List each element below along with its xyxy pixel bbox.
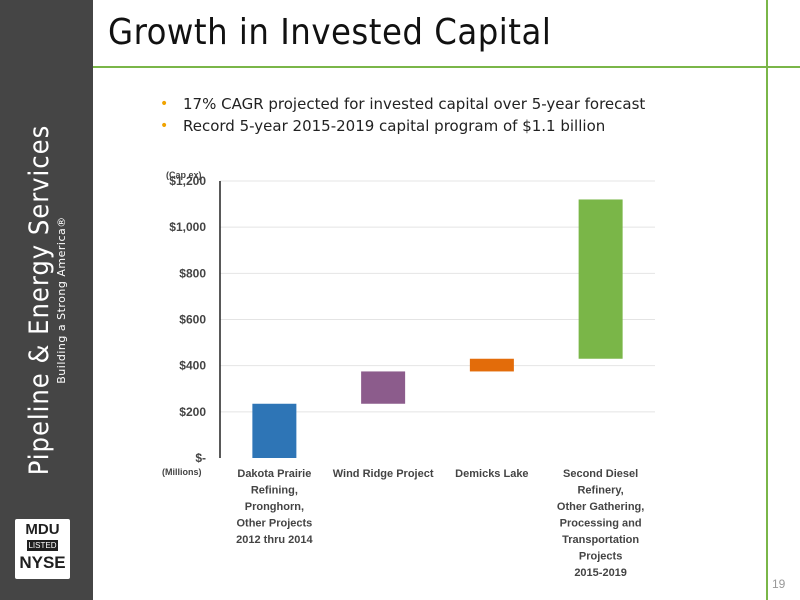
x-category-label: Second Diesel Refinery, Other Gathering, Pr… [557,468,644,579]
bullet-dot-icon: • [160,118,169,134]
logo-nyse: NYSE [19,553,66,572]
bullet-item: • 17% CAGR projected for invested capita… [160,93,645,115]
y-tick-label: $600 [179,313,206,327]
slide-title: Growth in Invested Capital [108,12,552,53]
bullet-item: • Record 5-year 2015-2019 capital progra… [160,115,645,137]
x-category-label: Wind Ridge Project [333,468,434,480]
bar [361,371,406,404]
mdu-nyse-logo: MDU LISTED NYSE [15,519,70,579]
right-divider [766,0,768,600]
unit-label-bottom: (Millions) [162,467,202,477]
x-category-label: Dakota Prairie Refining, Pronghorn, Other P… [236,468,313,546]
y-tick-label: $1,200 [169,174,206,188]
x-category-label-line: 2012 thru 2014 [236,534,313,546]
x-category-label-line: Dakota Prairie [237,468,311,480]
page-number: 19 [772,577,786,591]
y-tick-label: $- [195,451,206,465]
bullet-text: 17% CAGR projected for invested capital … [183,95,646,113]
sidebar: Pipeline & Energy Services Building a St… [0,0,93,600]
bullet-dot-icon: • [160,96,169,112]
x-category-label-line: Refining, [251,485,298,497]
x-category-label-line: Demicks Lake [455,468,528,480]
bar [578,199,623,359]
x-category-label-line: Pronghorn, [245,501,304,513]
x-category-label-line: Refinery, [577,485,623,497]
sidebar-tagline: Building a Strong America® [55,216,68,384]
unit-label-top: (Cap ex) [166,170,202,180]
x-category-label-line: Processing and [560,518,642,530]
x-category-label-line: Other Gathering, [557,501,644,513]
title-divider [93,66,800,68]
bullet-list: • 17% CAGR projected for invested capita… [160,93,645,137]
waterfall-chart: $- $200 $400 $600 $800 $1,000 $1,200(Cap ex) (M… [162,170,655,579]
logo-mdu: MDU [25,521,60,538]
y-tick-label: $800 [179,266,206,280]
bar [252,403,297,458]
logo-listed: LISTED [27,540,58,551]
sidebar-company-name: Pipeline & Energy Services [24,124,55,476]
sidebar-text-rotated: Pipeline & Energy Services Building a St… [24,125,68,476]
bullet-text: Record 5-year 2015-2019 capital program … [183,117,606,135]
x-category-label-line: Wind Ridge Project [333,468,434,480]
x-category-label-line: Projects [579,551,622,563]
y-tick-label: $400 [179,359,206,373]
y-tick-label: $1,000 [169,220,206,234]
y-tick-label: $200 [179,405,206,419]
x-category-label-line: Second Diesel [563,468,638,480]
x-category-label-line: Other Projects [236,518,312,530]
bar [469,358,514,372]
x-category-label-line: 2015-2019 [574,567,627,579]
x-category-label-line: Transportation [562,534,639,546]
x-category-label: Demicks Lake [455,468,528,480]
